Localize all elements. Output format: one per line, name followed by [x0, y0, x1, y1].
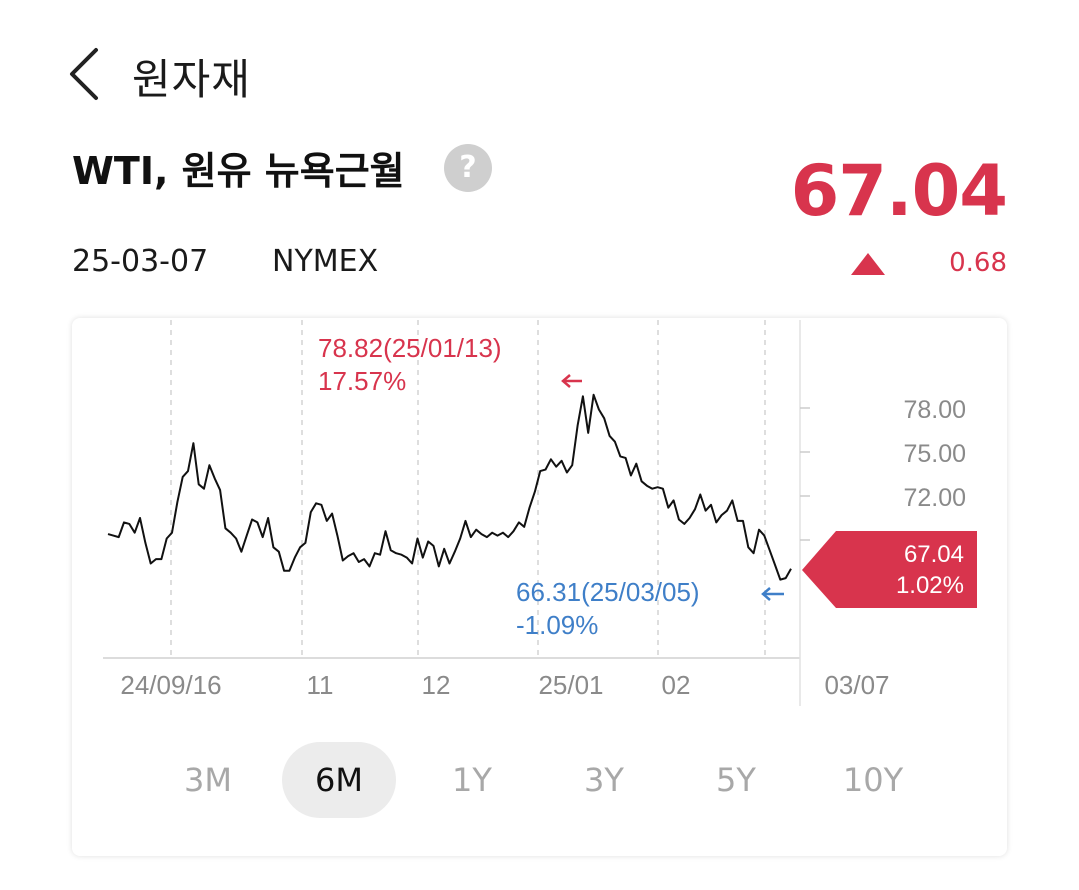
back-button[interactable]	[62, 44, 110, 104]
tab-3y[interactable]: 3Y	[584, 761, 624, 799]
page-title: 원자재	[132, 55, 251, 104]
high-annotation-pct: 17.57%	[318, 366, 406, 396]
triangle-up-icon	[851, 253, 885, 275]
tab-10y[interactable]: 10Y	[842, 761, 904, 799]
chevron-left-icon	[70, 48, 98, 100]
tab-1y[interactable]: 1Y	[452, 761, 492, 799]
tab-3m[interactable]: 3M	[184, 761, 232, 799]
arrow-left-icon	[761, 587, 784, 601]
item-title: WTI, 원유 뉴욕근월	[72, 149, 405, 193]
period-tabs: 3M 6M 1Y 3Y 5Y 10Y	[0, 742, 1079, 818]
low-annotation-pct: -1.09%	[516, 610, 598, 640]
last-price-pct: 1.02%	[896, 572, 964, 599]
x-tick-label: 24/09/16	[120, 670, 221, 700]
exchange-name: NYMEX	[272, 244, 379, 279]
price-change: 0.68	[949, 248, 1007, 278]
low-annotation-label: 66.31(25/03/05)	[516, 577, 700, 607]
quote-date: 25-03-07	[72, 244, 209, 279]
help-icon[interactable]: ?	[444, 144, 492, 192]
y-tick-label: 78.00	[903, 396, 966, 424]
price-chart: 78.00 75.00 72.00 24/09/16 11 12 25/01 0…	[103, 320, 977, 706]
series-line	[107, 393, 792, 581]
y-tick-label: 75.00	[903, 440, 966, 468]
arrow-left-icon	[561, 374, 582, 388]
tab-6m[interactable]: 6M	[282, 742, 396, 818]
x-tick-label: 25/01	[538, 670, 603, 700]
last-price-value: 67.04	[904, 541, 964, 568]
y-tick-label: 72.00	[903, 484, 966, 512]
x-tick-label: 11	[307, 670, 334, 700]
x-tick-label: 12	[422, 670, 451, 700]
current-price: 67.04	[790, 150, 1008, 232]
high-annotation-label: 78.82(25/01/13)	[318, 333, 502, 363]
x-tick-label: 02	[662, 670, 691, 700]
last-price-tag	[802, 531, 977, 608]
tab-5y[interactable]: 5Y	[716, 761, 756, 799]
x-tick-label: 03/07	[824, 670, 889, 700]
